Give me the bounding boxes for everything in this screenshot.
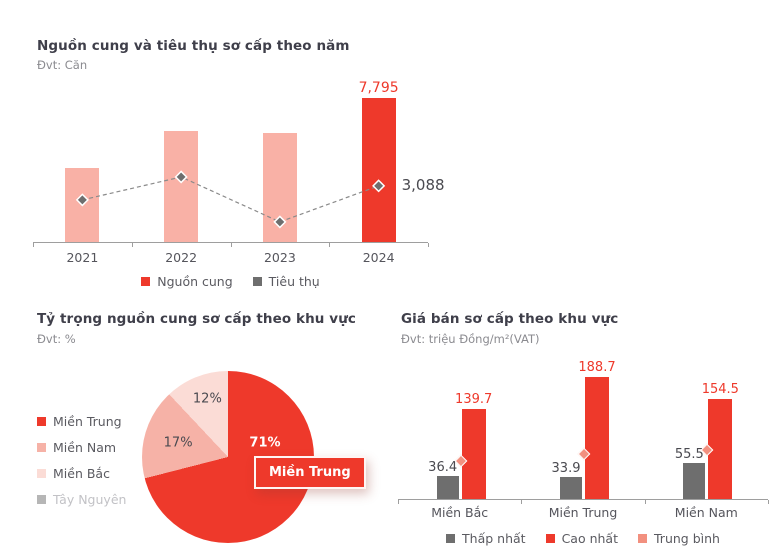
highest-value-Miền Bắc: 139.7 — [455, 391, 493, 407]
x-label-2024: 2024 — [362, 250, 395, 265]
x-axis-tick — [230, 243, 232, 247]
highest-value-Miền Nam: 154.5 — [701, 382, 739, 398]
lowest-value-Miền Nam: 55.5 — [674, 447, 704, 463]
legend-swatch — [141, 277, 151, 286]
x-label-2023: 2023 — [263, 250, 296, 265]
share-legend-item-2[interactable]: Miền Bắc — [37, 466, 126, 481]
price-legend-item-0[interactable]: Thấp nhất — [446, 531, 526, 546]
legend-label: Nguồn cung — [157, 274, 233, 289]
consumption-point-2024[interactable] — [372, 179, 386, 193]
price-legend-item-2[interactable]: Trung bình — [638, 531, 720, 546]
x-axis-tick — [131, 243, 133, 247]
consumption-point-2023[interactable] — [273, 215, 287, 229]
share-chart-unit: Đvt: % — [37, 332, 76, 346]
supply-bar-2024[interactable] — [361, 97, 396, 242]
legend-label: Cao nhất — [561, 531, 618, 546]
lowest-bar-Miền Bắc[interactable] — [436, 475, 459, 499]
x-label-Miền Trung: Miền Trung — [548, 505, 618, 520]
pie-slice-label-2: 12% — [192, 391, 222, 407]
legend-label: Trung bình — [654, 531, 720, 546]
consumption-point-2022[interactable] — [174, 170, 188, 184]
price-x-axis-labels: Miền Bắc Miền Trung Miền Nam — [398, 505, 768, 520]
legend-label: Tây Nguyên — [53, 492, 127, 507]
pie-slice-label-0: 71% — [249, 435, 281, 451]
legend-swatch — [37, 417, 46, 426]
legend-label: Tiêu thụ — [268, 274, 320, 289]
price-chart-title: Giá bán sơ cấp theo khu vực — [401, 311, 619, 327]
share-legend-item-1[interactable]: Miền Nam — [37, 440, 126, 455]
lowest-value-Miền Bắc: 36.4 — [428, 459, 458, 475]
price-plot-area: 36.4 139.7 33.9 188.7 55.5 154.5 — [398, 360, 769, 504]
supply-bar-value-2024: 7,795 — [358, 79, 399, 96]
legend-swatch — [37, 443, 46, 452]
price-legend: Thấp nhất Cao nhất Trung bình — [398, 531, 768, 546]
consumption-value-2024: 3,088 — [401, 175, 445, 194]
x-axis-tick — [644, 500, 646, 504]
x-axis-tick — [329, 243, 331, 247]
lowest-value-Miền Trung: 33.9 — [551, 461, 581, 477]
x-axis-tick — [398, 500, 399, 504]
pie-slice-label-1: 17% — [163, 435, 193, 451]
consumption-point-2021[interactable] — [75, 193, 89, 207]
consumption-line-path — [82, 176, 379, 223]
supply-plot-area: 7,795 3,088 — [33, 80, 445, 247]
x-label-Miền Bắc: Miền Bắc — [431, 505, 489, 520]
legend-swatch — [252, 277, 262, 286]
share-legend-item-3[interactable]: Tây Nguyên — [37, 492, 126, 507]
lowest-bar-Miền Nam[interactable] — [683, 463, 706, 499]
x-label-2021: 2021 — [66, 250, 99, 265]
legend-swatch — [446, 534, 456, 543]
pie-tooltip: Miền Trung — [254, 456, 366, 489]
highest-value-Miền Trung: 188.7 — [578, 360, 616, 376]
supply-x-axis-labels: 2021 2022 2023 2024 — [33, 250, 428, 265]
supply-legend-item-1[interactable]: Tiêu thụ — [252, 274, 320, 289]
supply-chart-title: Nguồn cung và tiêu thụ sơ cấp theo năm — [37, 38, 350, 54]
x-label-2022: 2022 — [165, 250, 198, 265]
legend-label: Miền Nam — [53, 440, 117, 455]
x-axis-tick — [33, 243, 34, 247]
share-legend: Miền Trung Miền Nam Miền Bắc Tây Nguyên — [37, 414, 126, 518]
share-chart-title: Tỷ trọng nguồn cung sơ cấp theo khu vực — [37, 311, 357, 327]
legend-label: Miền Bắc — [53, 466, 110, 481]
legend-label: Miền Trung — [53, 414, 122, 429]
supply-legend: Nguồn cung Tiêu thụ — [33, 274, 428, 289]
highest-bar-Miền Bắc[interactable] — [461, 408, 486, 499]
price-chart-unit: Đvt: triệu Đồng/m²(VAT) — [401, 332, 540, 346]
supply-legend-item-0[interactable]: Nguồn cung — [141, 274, 233, 289]
consumption-line — [75, 170, 386, 229]
lowest-bar-Miền Trung[interactable] — [560, 477, 582, 499]
legend-swatch — [37, 495, 46, 504]
x-axis-tick — [428, 243, 429, 247]
supply-chart-unit: Đvt: Căn — [37, 58, 88, 72]
price-legend-item-1[interactable]: Cao nhất — [545, 531, 618, 546]
share-legend-item-0[interactable]: Miền Trung — [37, 414, 126, 429]
x-label-Miền Nam: Miền Nam — [674, 505, 738, 520]
supply-bar-2022[interactable] — [164, 131, 199, 242]
legend-swatch — [545, 534, 555, 543]
x-axis-tick — [521, 500, 523, 504]
highest-bar-Miền Trung[interactable] — [585, 377, 609, 499]
legend-label: Thấp nhất — [462, 531, 526, 546]
x-axis-tick — [768, 500, 769, 504]
legend-swatch — [638, 534, 647, 543]
legend-swatch — [37, 469, 46, 478]
